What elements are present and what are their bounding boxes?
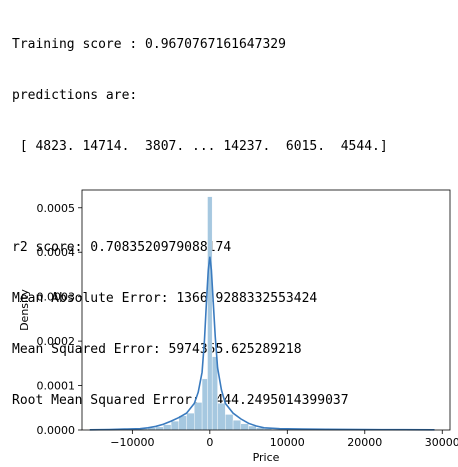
x-axis-ticks: −10000 0 10000 20000 30000	[110, 430, 458, 449]
histogram-bar-14	[240, 423, 249, 431]
y-axis-label: Density	[18, 289, 31, 331]
x-tick-label-1: 0	[206, 436, 213, 449]
predictions-values-line: [ 4823. 14714. 3807. ... 14237. 6015. 45…	[12, 139, 388, 154]
y-tick-label-5: 0.0005	[37, 202, 76, 215]
histogram-bar-10	[211, 356, 218, 431]
histogram-bar-11	[217, 403, 226, 431]
kde-curve	[89, 256, 435, 431]
histogram-bar-15	[248, 425, 257, 431]
histogram-bar-6	[186, 412, 195, 431]
x-tick-label-2: 10000	[270, 436, 305, 449]
histogram-bar-3	[163, 424, 172, 431]
console-output: Training score : 0.9670767161647329 pred…	[12, 2, 388, 443]
y-axis-ticks: 0.0000 0.0001 0.0002 0.0003 0.0004 0.0005	[37, 202, 82, 437]
x-tick-label-3: 20000	[347, 436, 382, 449]
histogram-bar-9	[207, 196, 213, 431]
histogram-bar-8	[201, 378, 208, 431]
mse-line: Mean Squared Error: 5974355.625289218	[12, 342, 302, 357]
x-axis-label: Price	[253, 451, 280, 464]
x-tick-label-4: 30000	[425, 436, 458, 449]
y-tick-label-2: 0.0002	[37, 335, 76, 348]
histogram-bar-2	[155, 426, 164, 431]
axes-frame	[81, 189, 451, 431]
histogram-bar-4	[170, 420, 180, 431]
histogram-bar-13	[232, 420, 242, 431]
r2-score-line: r2 score: 0.7083520979088174	[12, 240, 232, 255]
training-score-line: Training score : 0.9670767161647329	[12, 37, 286, 52]
predictions-header-line: predictions are:	[12, 88, 138, 103]
histogram-bar-7	[194, 402, 203, 431]
x-tick-label-0: −10000	[110, 436, 154, 449]
y-tick-label-3: 0.0003	[37, 291, 76, 304]
y-tick-label-0: 0.0000	[37, 424, 76, 437]
y-tick-label-4: 0.0004	[37, 246, 76, 259]
rmse-line: Root Mean Squared Error: 2444.2495014399…	[12, 393, 349, 408]
histogram-bar-12	[225, 414, 234, 431]
y-tick-label-1: 0.0001	[37, 380, 76, 393]
histogram-bar-5	[178, 415, 187, 431]
histogram-bars	[139, 196, 273, 431]
